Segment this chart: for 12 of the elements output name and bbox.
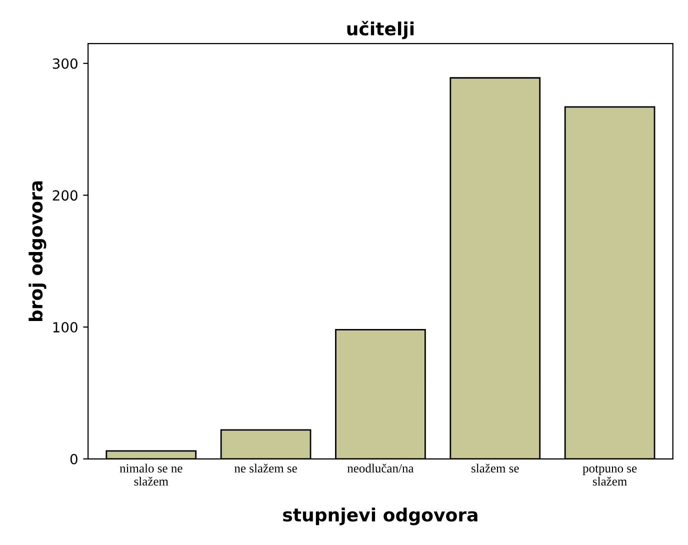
x-tick-label: nimalo se ne slažem — [120, 464, 182, 486]
x-axis-title: stupnjevi odgovora — [283, 508, 478, 526]
y-tick-label: 200 — [52, 190, 78, 201]
x-tick-label: slažem se — [472, 464, 519, 473]
x-tick-label: ne slažem se — [234, 464, 297, 473]
x-tick-label: potpuno se slažem — [582, 465, 637, 486]
y-tick-label: 300 — [52, 58, 78, 69]
y-tick-label: 0 — [70, 454, 78, 464]
chart-title: učitelji — [347, 20, 414, 40]
x-tick-label: neodlučan/na — [347, 464, 414, 473]
y-axis-title: broj odgovora — [28, 181, 46, 322]
y-tick-label: 100 — [53, 322, 78, 333]
